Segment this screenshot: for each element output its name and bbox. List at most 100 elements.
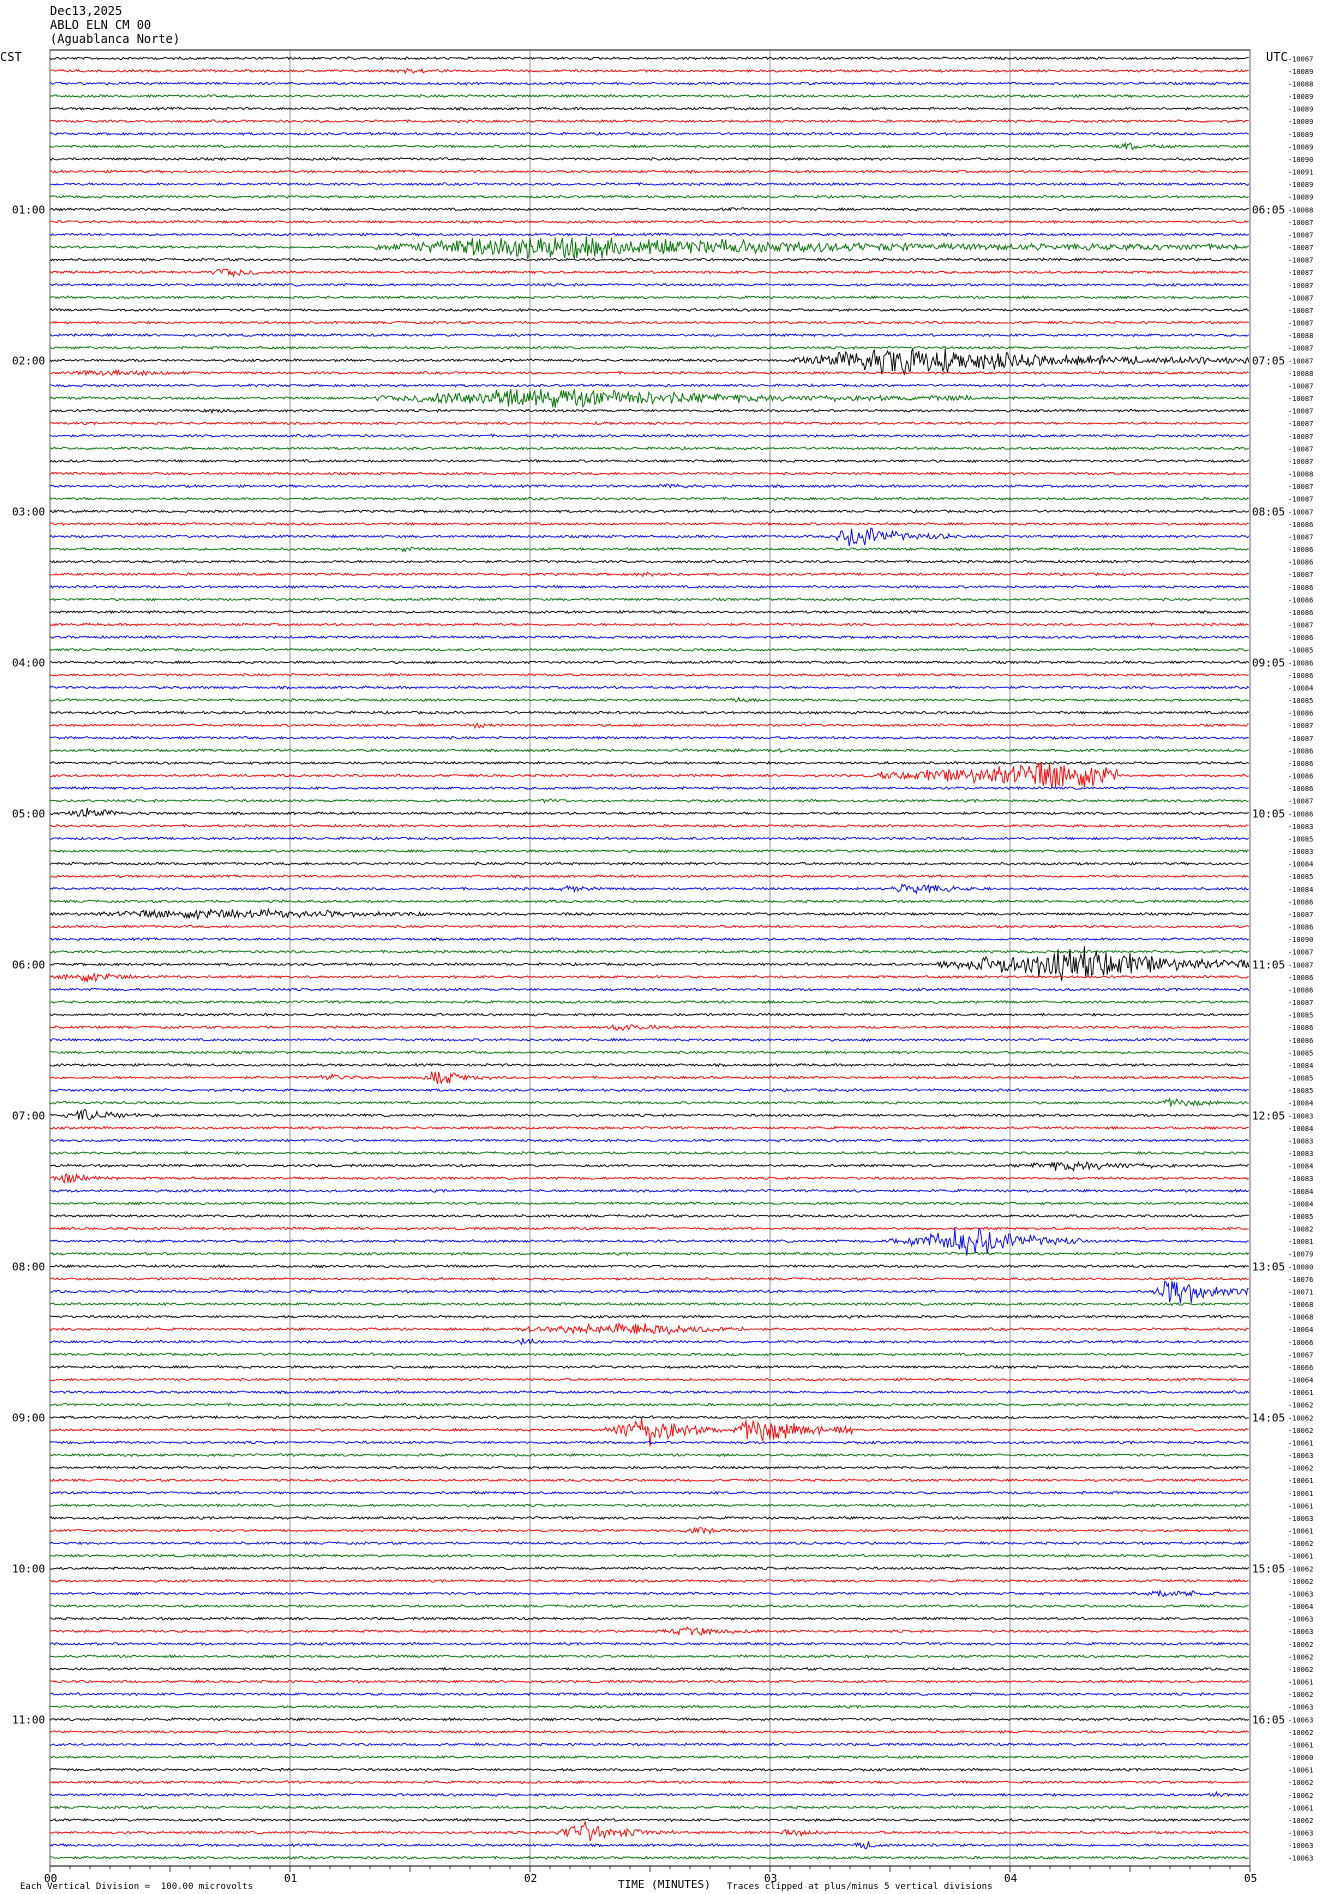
header-date: Dec13,2025 (50, 4, 123, 18)
trace-row (49, 924, 1250, 929)
row-value-label: -10061 (1288, 1389, 1313, 1397)
trace-row (49, 748, 1250, 753)
trace-row (49, 1071, 1249, 1085)
trace-row (49, 1754, 1249, 1760)
trace-row (49, 999, 1250, 1005)
row-value-label: -10086 (1288, 974, 1313, 982)
trace-row (49, 527, 1250, 547)
trace-row (49, 232, 1250, 237)
trace-row (49, 710, 1250, 715)
row-value-label: -10087 (1288, 622, 1313, 630)
trace-row (49, 219, 1249, 225)
left-hour-label: 06:00 (12, 958, 45, 971)
trace-row (49, 1841, 1249, 1850)
row-value-label: -10088 (1288, 471, 1313, 479)
scale-note: Each Vertical Division = 100.00 microvol… (20, 1882, 253, 1892)
trace-row (49, 1012, 1250, 1017)
row-value-label: -10063 (1288, 1716, 1313, 1724)
trace-row (49, 1024, 1250, 1032)
trace-row (49, 1160, 1249, 1172)
trace-row (49, 584, 1250, 589)
trace-row (49, 647, 1250, 652)
row-value-label: -10087 (1288, 911, 1313, 919)
trace-row (49, 333, 1250, 338)
trace-row (49, 483, 1250, 489)
row-value-label: -10086 (1288, 596, 1313, 604)
trace-row (49, 798, 1249, 804)
row-value-label: -10091 (1288, 169, 1313, 177)
trace-row (49, 1138, 1249, 1143)
trace-row (49, 760, 1250, 766)
row-value-label: -10062 (1288, 1653, 1313, 1661)
trace-row (49, 1616, 1249, 1621)
row-value-label: -10087 (1288, 722, 1313, 730)
row-value-label: -10068 (1288, 1314, 1313, 1322)
trace-row (49, 307, 1250, 313)
row-value-label: -10062 (1288, 1578, 1313, 1586)
trace-row (49, 722, 1249, 730)
trace-row (49, 972, 1249, 983)
row-value-label: -10089 (1288, 143, 1313, 151)
row-value-label: -10090 (1288, 936, 1313, 944)
trace-row (49, 1402, 1249, 1407)
trace-row (49, 1503, 1250, 1508)
row-value-label: -10061 (1288, 1502, 1313, 1510)
left-hour-label: 05:00 (12, 807, 45, 820)
row-value-label: -10085 (1288, 1049, 1313, 1057)
trace-row (50, 1364, 1250, 1370)
trace-row (49, 1322, 1250, 1336)
row-value-label: -10061 (1288, 1528, 1313, 1536)
trace-row (49, 1691, 1250, 1697)
trace-row (49, 1790, 1249, 1798)
trace-row (49, 1188, 1250, 1194)
trace-row (50, 1418, 1250, 1447)
row-value-label: -10087 (1288, 445, 1313, 453)
row-value-label: -10085 (1288, 1075, 1313, 1083)
trace-row (49, 1377, 1250, 1382)
row-value-label: -10061 (1288, 1439, 1313, 1447)
left-hour-label: 01:00 (12, 203, 45, 216)
row-value-label: -10085 (1288, 873, 1313, 881)
row-value-label: -10082 (1288, 1226, 1313, 1234)
trace-row (49, 1440, 1250, 1445)
trace-row (49, 81, 1250, 86)
row-value-label: -10086 (1288, 609, 1313, 617)
row-value-label: -10062 (1288, 1779, 1313, 1787)
trace-row (49, 236, 1250, 260)
row-value-label: -10083 (1288, 1150, 1313, 1158)
row-value-label: -10063 (1288, 1515, 1313, 1523)
x-tick-label: 03 (764, 1872, 777, 1885)
trace-row (49, 1742, 1249, 1747)
row-value-label: -10061 (1288, 1804, 1313, 1812)
row-value-label: -10062 (1288, 1414, 1313, 1422)
row-value-label: -10087 (1288, 508, 1313, 516)
row-value-label: -10064 (1288, 1603, 1313, 1611)
row-value-label: -10087 (1288, 798, 1313, 806)
trace-row (49, 1125, 1249, 1131)
trace-row (49, 836, 1250, 841)
row-value-label: -10061 (1288, 1553, 1313, 1561)
row-value-label: -10081 (1288, 1238, 1313, 1246)
trace-row (49, 1352, 1249, 1357)
row-value-label: -10087 (1288, 483, 1313, 491)
trace-row (49, 1037, 1249, 1042)
row-value-label: -10086 (1288, 521, 1313, 529)
trace-row (49, 1578, 1249, 1584)
trace-row (49, 1062, 1249, 1068)
trace-row (49, 1150, 1250, 1156)
right-hour-label: 16:05 (1252, 1713, 1285, 1726)
row-value-label: -10087 (1288, 307, 1313, 315)
trace-row (49, 735, 1249, 740)
row-value-label: -10087 (1288, 282, 1313, 290)
row-value-label: -10066 (1288, 1339, 1313, 1347)
right-hour-label: 14:05 (1252, 1411, 1285, 1424)
trace-row (49, 408, 1250, 415)
right-hour-label: 13:05 (1252, 1260, 1285, 1273)
trace-row (49, 1264, 1250, 1269)
row-value-label: -10086 (1288, 810, 1313, 818)
row-value-label: -10089 (1288, 194, 1313, 202)
row-value-label: -10089 (1288, 68, 1313, 76)
row-value-label: -10079 (1288, 1251, 1313, 1259)
row-value-label: -10071 (1288, 1288, 1313, 1296)
trace-row (49, 1301, 1250, 1307)
